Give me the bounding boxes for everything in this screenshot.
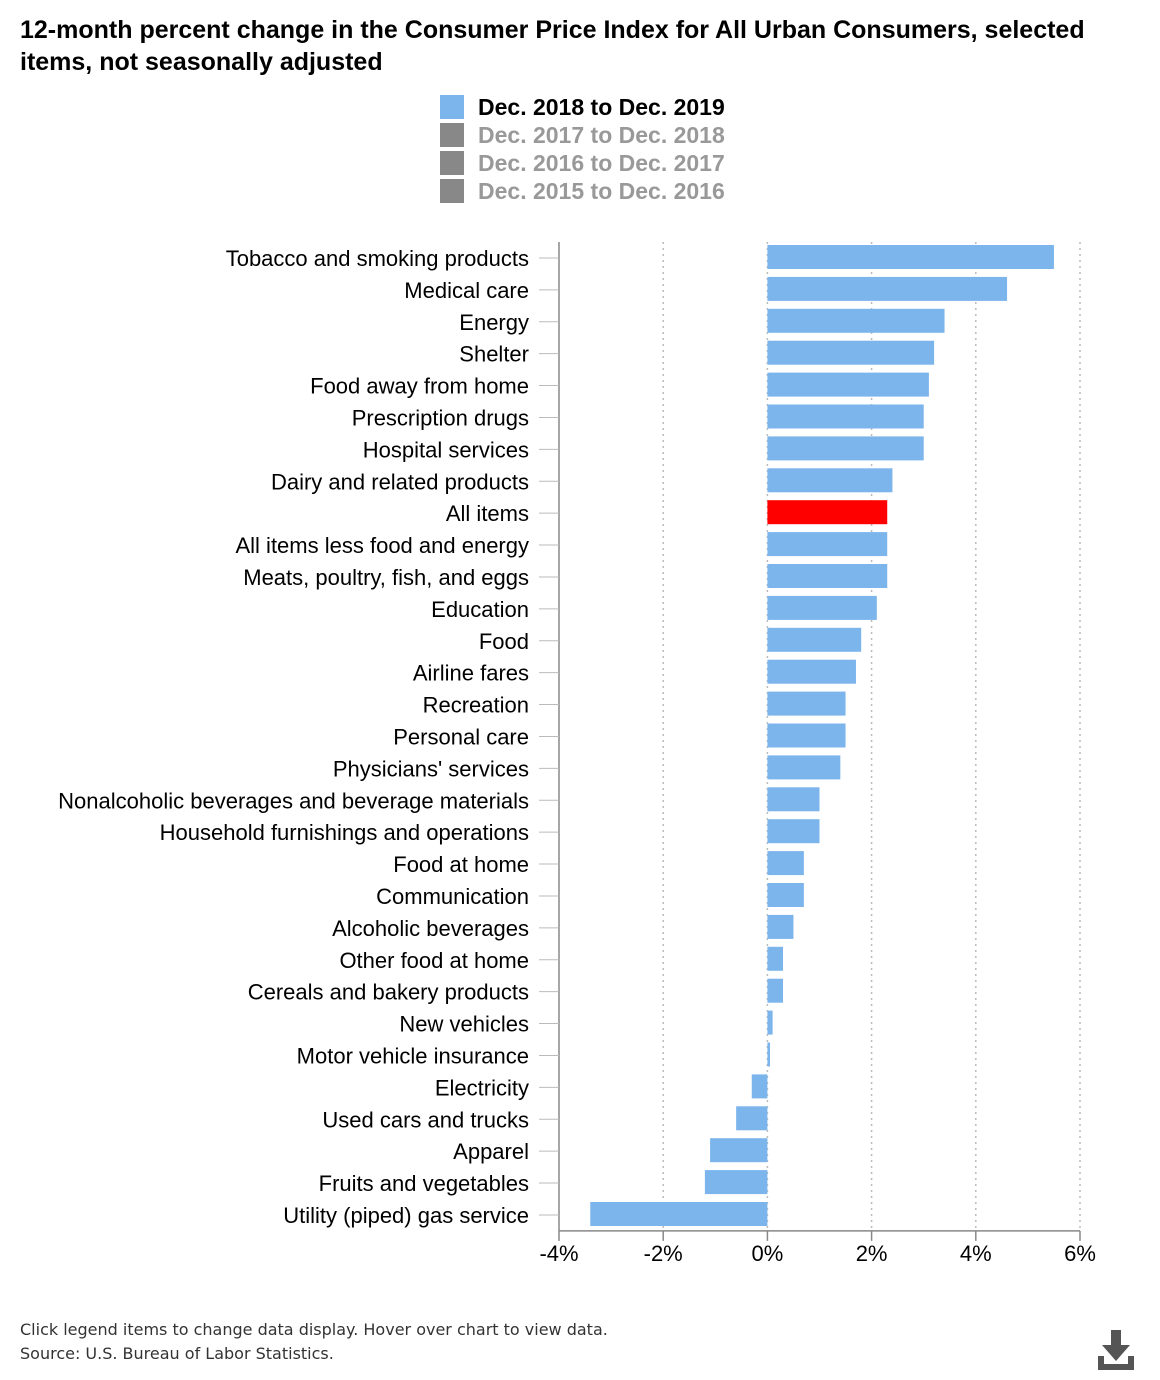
- legend-item-2017[interactable]: Dec. 2016 to Dec. 2017: [440, 149, 725, 177]
- category-label: Alcoholic beverages: [332, 916, 529, 941]
- chart-title: 12-month percent change in the Consumer …: [20, 16, 1085, 76]
- x-tick-label: 0%: [752, 1241, 784, 1266]
- bar[interactable]: [767, 404, 924, 429]
- category-label: Shelter: [459, 342, 529, 367]
- bar[interactable]: [736, 1106, 768, 1131]
- category-label: New vehicles: [399, 1012, 529, 1037]
- legend-item-2018[interactable]: Dec. 2017 to Dec. 2018: [440, 121, 725, 149]
- category-label: Communication: [376, 884, 529, 909]
- legend-label: Dec. 2015 to Dec. 2016: [478, 177, 725, 204]
- bar[interactable]: [767, 627, 862, 652]
- bar[interactable]: [767, 851, 804, 876]
- bar[interactable]: [767, 691, 846, 716]
- category-label: Cereals and bakery products: [248, 980, 529, 1005]
- legend: Dec. 2018 to Dec. 2019 Dec. 2017 to Dec.…: [440, 93, 725, 205]
- category-label: Food at home: [393, 852, 529, 877]
- category-label: Meats, poultry, fish, and eggs: [243, 565, 529, 590]
- legend-swatch: [440, 95, 464, 119]
- download-icon[interactable]: [1094, 1328, 1138, 1374]
- category-label: Nonalcoholic beverages and beverage mate…: [58, 788, 529, 813]
- bar[interactable]: [767, 1042, 771, 1067]
- category-label: All items: [446, 501, 529, 526]
- category-label: Motor vehicle insurance: [297, 1043, 529, 1068]
- bar[interactable]: [767, 340, 935, 365]
- category-label: Education: [431, 597, 529, 622]
- bar[interactable]: [767, 372, 929, 397]
- bar[interactable]: [767, 564, 888, 588]
- bar[interactable]: [767, 500, 888, 525]
- bar[interactable]: [767, 946, 784, 971]
- x-tick-label: 2%: [856, 1241, 888, 1266]
- bar[interactable]: [767, 436, 924, 461]
- bar[interactable]: [767, 276, 1008, 301]
- bar[interactable]: [767, 819, 820, 844]
- category-label: Medical care: [404, 278, 529, 303]
- bar[interactable]: [767, 723, 846, 748]
- category-label: Food away from home: [310, 374, 529, 399]
- category-label: Fruits and vegetables: [319, 1171, 529, 1196]
- category-label: Other food at home: [339, 948, 529, 973]
- bar[interactable]: [751, 1074, 768, 1099]
- bar[interactable]: [767, 978, 784, 1003]
- bar[interactable]: [767, 787, 820, 812]
- legend-swatch: [440, 123, 464, 147]
- category-label: Personal care: [393, 724, 529, 749]
- category-label: Electricity: [435, 1075, 529, 1100]
- legend-label: Dec. 2018 to Dec. 2019: [478, 93, 725, 120]
- bar[interactable]: [767, 245, 1054, 269]
- category-label: Prescription drugs: [352, 405, 529, 430]
- bar[interactable]: [767, 914, 794, 939]
- footer-source: Source: U.S. Bureau of Labor Statistics.: [20, 1344, 334, 1363]
- legend-swatch: [440, 179, 464, 203]
- category-label: Apparel: [453, 1139, 529, 1164]
- category-label: Recreation: [423, 693, 529, 718]
- bar[interactable]: [767, 308, 945, 333]
- category-label: Dairy and related products: [271, 469, 529, 494]
- legend-swatch: [440, 151, 464, 175]
- x-tick-label: -2%: [644, 1241, 683, 1266]
- category-label: Airline fares: [413, 661, 529, 686]
- footer-note: Click legend items to change data displa…: [20, 1320, 608, 1339]
- legend-item-2016[interactable]: Dec. 2015 to Dec. 2016: [440, 177, 725, 205]
- x-tick-label: -4%: [539, 1241, 578, 1266]
- category-label: Hospital services: [363, 437, 529, 462]
- bar[interactable]: [767, 883, 804, 907]
- category-label: Utility (piped) gas service: [283, 1203, 529, 1228]
- bar[interactable]: [767, 755, 841, 780]
- bar[interactable]: [767, 659, 856, 684]
- legend-label: Dec. 2016 to Dec. 2017: [478, 149, 725, 176]
- legend-label: Dec. 2017 to Dec. 2018: [478, 121, 725, 148]
- category-label: Energy: [459, 310, 529, 335]
- bar[interactable]: [704, 1170, 768, 1195]
- legend-item-2019[interactable]: Dec. 2018 to Dec. 2019: [440, 93, 725, 121]
- bar[interactable]: [767, 1010, 773, 1035]
- bar[interactable]: [767, 468, 893, 493]
- category-label: Used cars and trucks: [322, 1107, 529, 1132]
- x-tick-label: 6%: [1064, 1241, 1096, 1266]
- category-label: Physicians' services: [333, 756, 529, 781]
- x-tick-label: 4%: [960, 1241, 992, 1266]
- chart-footer: Click legend items to change data displa…: [20, 1318, 608, 1366]
- category-label: All items less food and energy: [236, 533, 530, 558]
- category-label: Tobacco and smoking products: [226, 246, 529, 271]
- category-label: Food: [479, 629, 529, 654]
- bar[interactable]: [767, 595, 877, 620]
- category-label: Household furnishings and operations: [160, 820, 529, 845]
- bar[interactable]: [710, 1138, 768, 1163]
- bar[interactable]: [767, 532, 888, 557]
- bar[interactable]: [590, 1202, 768, 1226]
- bar-chart[interactable]: Tobacco and smoking products Medical care…: [0, 0, 1160, 1300]
